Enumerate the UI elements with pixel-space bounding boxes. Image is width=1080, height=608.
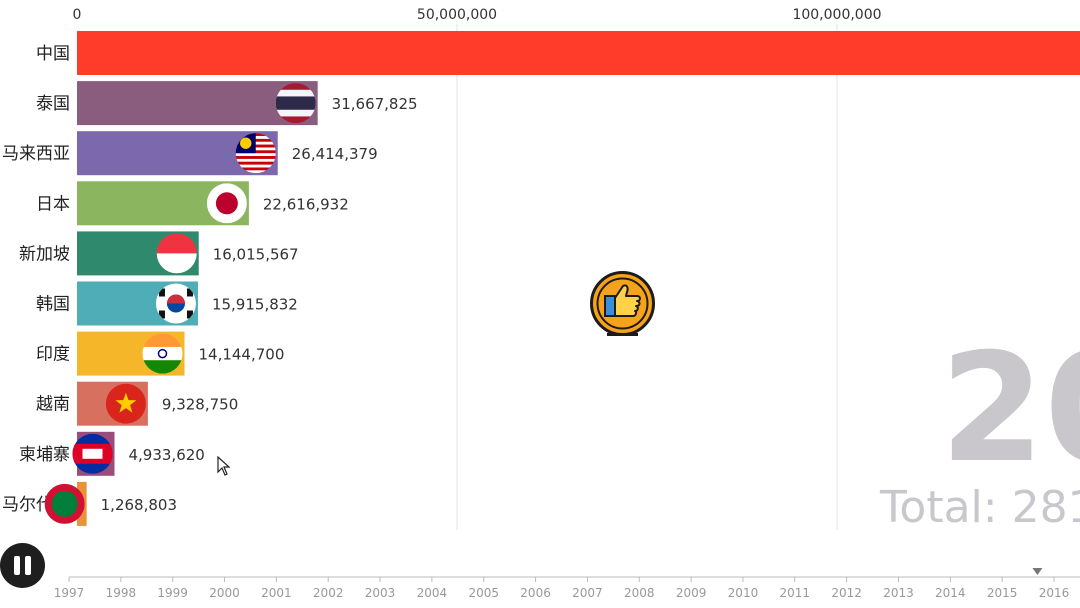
bar-group: 新加坡 16,015,567 <box>19 231 299 276</box>
timeline-year-label[interactable]: 2016 <box>1039 586 1070 600</box>
vietnam-flag <box>105 383 146 424</box>
bar-group: 泰国 31,667,825 <box>36 81 418 126</box>
timeline-year-label[interactable]: 2005 <box>468 586 499 600</box>
thumbs-up-icon <box>589 270 656 337</box>
timeline-year-label[interactable]: 2001 <box>261 586 292 600</box>
category-label: 韩国 <box>36 295 70 315</box>
timeline-year-label[interactable]: 2014 <box>935 586 966 600</box>
category-label: 新加坡 <box>19 244 70 264</box>
cambodia-flag <box>72 433 113 474</box>
pause-icon <box>14 556 20 575</box>
timeline-year-label[interactable]: 2009 <box>676 586 707 600</box>
timeline-year-label[interactable]: 2012 <box>831 586 862 600</box>
category-label: 日本 <box>36 194 70 214</box>
timeline-year-label[interactable]: 2006 <box>520 586 551 600</box>
timeline-year-label[interactable]: 2011 <box>780 586 811 600</box>
bar-group: 日本 22,616,932 <box>36 181 349 226</box>
timeline-year-label[interactable]: 2000 <box>209 586 240 600</box>
category-label: 印度 <box>36 345 70 365</box>
timeline-year-label[interactable]: 2007 <box>572 586 603 600</box>
singapore-flag <box>156 233 197 274</box>
value-label: 15,915,832 <box>212 296 298 314</box>
overlay-text: 20 Total: 281 <box>879 322 1080 533</box>
bar-group: 越南 9,328,750 <box>36 381 238 426</box>
timeline[interactable]: 1997 1998 1999 2000 2001 2002 2003 2004 2005 2006… <box>54 568 1080 600</box>
timeline-marker[interactable] <box>1032 568 1043 575</box>
category-label: 泰国 <box>36 94 70 114</box>
india-flag <box>142 333 183 374</box>
timeline-year-label[interactable]: 1999 <box>157 586 188 600</box>
current-year-label: 20 <box>940 322 1080 496</box>
category-label: 中国 <box>36 44 70 64</box>
x-tick-label: 0 <box>73 7 82 23</box>
category-label: 马来西亚 <box>2 144 70 164</box>
bar-group: 韩国 15,915,832 <box>36 281 298 326</box>
japan-flag <box>206 183 247 224</box>
timeline-year-label[interactable]: 2004 <box>417 586 448 600</box>
category-label: 柬埔寨 <box>19 445 70 465</box>
category-label: 越南 <box>36 395 70 415</box>
timeline-year-label[interactable]: 2008 <box>624 586 655 600</box>
value-label: 1,268,803 <box>101 496 177 514</box>
x-axis: 0 50,000,000 100,000,000 <box>73 7 882 23</box>
timeline-year-label[interactable]: 1998 <box>106 586 137 600</box>
timeline-year-label[interactable]: 2002 <box>313 586 344 600</box>
total-label: Total: 281 <box>879 482 1080 533</box>
thailand-flag <box>275 83 316 124</box>
value-label: 9,328,750 <box>162 396 238 414</box>
bar <box>77 31 1080 75</box>
value-label: 16,015,567 <box>213 245 299 263</box>
x-tick-label: 50,000,000 <box>417 7 497 23</box>
pause-button[interactable] <box>0 543 45 588</box>
bar-group: 印度 14,144,700 <box>36 331 284 376</box>
value-label: 14,144,700 <box>198 346 284 364</box>
timeline-year-label[interactable]: 2003 <box>365 586 396 600</box>
mouse-cursor-icon <box>217 456 231 476</box>
value-label: 4,933,620 <box>128 446 204 464</box>
timeline-year-label[interactable]: 2013 <box>883 586 914 600</box>
maldives-flag <box>44 483 85 524</box>
bar-group: 中国 <box>36 31 1080 75</box>
timeline-year-label[interactable]: 2010 <box>728 586 759 600</box>
value-label: 31,667,825 <box>332 95 418 113</box>
timeline-year-label[interactable]: 2015 <box>987 586 1018 600</box>
south-korea-flag <box>155 283 196 324</box>
malaysia-flag <box>235 133 276 174</box>
value-label: 26,414,379 <box>292 145 378 163</box>
x-tick-label: 100,000,000 <box>792 7 881 23</box>
grid-layer <box>456 24 838 530</box>
bar-group: 柬埔寨 4,933,620 <box>19 431 205 476</box>
bar-group: 马来西亚 26,414,379 <box>2 131 378 176</box>
bar-group: 马尔代夫 1,268,803 <box>2 481 177 526</box>
timeline-year-label[interactable]: 1997 <box>54 586 85 600</box>
value-label: 22,616,932 <box>263 195 349 213</box>
